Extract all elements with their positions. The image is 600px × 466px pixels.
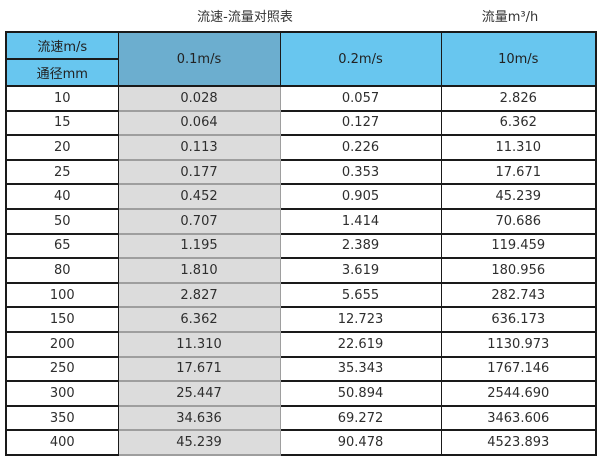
header-col-0-1ms: 0.1m/s <box>117 31 281 87</box>
cell-flow-0-1ms: 1.810 <box>117 257 281 284</box>
cell-flow-10ms: 2.826 <box>440 85 597 112</box>
cell-flow-10ms: 636.173 <box>440 306 597 333</box>
header-col-0-2ms: 0.2m/s <box>279 31 442 87</box>
caption-row: 流速-流量对照表 流量m³/h <box>0 0 600 31</box>
cell-flow-0-2ms: 0.226 <box>279 134 442 161</box>
cell-flow-0-2ms: 1.414 <box>279 207 442 235</box>
cell-diameter: 400 <box>5 429 119 456</box>
cell-flow-0-1ms: 6.362 <box>117 306 281 333</box>
cell-flow-0-2ms: 90.478 <box>279 429 442 456</box>
cell-diameter: 25 <box>5 158 119 186</box>
cell-flow-10ms: 3463.606 <box>440 404 597 432</box>
cell-flow-0-1ms: 0.028 <box>117 85 281 112</box>
flow-unit-title: 流量m³/h <box>481 10 539 25</box>
cell-flow-10ms: 282.743 <box>440 281 597 309</box>
cell-flow-0-1ms: 0.707 <box>117 207 281 235</box>
table-row: 200 11.310 22.619 1130.973 <box>5 330 597 358</box>
table-row: 300 25.447 50.894 2544.690 <box>5 380 597 407</box>
cell-flow-0-2ms: 3.619 <box>279 257 442 284</box>
cell-flow-0-1ms: 1.195 <box>117 232 281 260</box>
cell-diameter: 80 <box>5 257 119 284</box>
cell-flow-0-1ms: 34.636 <box>117 404 281 432</box>
cell-flow-0-1ms: 0.064 <box>117 109 281 137</box>
cell-flow-0-2ms: 0.905 <box>279 183 442 210</box>
cell-diameter: 20 <box>5 134 119 161</box>
header-col-10ms: 10m/s <box>440 31 597 87</box>
cell-flow-0-1ms: 25.447 <box>117 380 281 407</box>
cell-diameter: 15 <box>5 109 119 137</box>
table-row: 65 1.195 2.389 119.459 <box>5 232 597 260</box>
header-diameter-label: 通径mm <box>5 58 119 87</box>
cell-flow-10ms: 6.362 <box>440 109 597 137</box>
cell-diameter: 300 <box>5 380 119 407</box>
cell-flow-10ms: 17.671 <box>440 158 597 186</box>
cell-diameter: 350 <box>5 404 119 432</box>
cell-flow-10ms: 45.239 <box>440 183 597 210</box>
cell-flow-0-2ms: 0.127 <box>279 109 442 137</box>
cell-flow-10ms: 180.956 <box>440 257 597 284</box>
cell-flow-0-1ms: 2.827 <box>117 281 281 309</box>
table-row: 50 0.707 1.414 70.686 <box>5 207 597 235</box>
header-velocity-label: 流速m/s <box>5 31 119 60</box>
table-row: 100 2.827 5.655 282.743 <box>5 281 597 309</box>
cell-diameter: 65 <box>5 232 119 260</box>
table-header: 流速m/s 0.1m/s 0.2m/s 10m/s 通径mm <box>5 31 597 87</box>
cell-flow-0-2ms: 35.343 <box>279 355 442 383</box>
cell-diameter: 50 <box>5 207 119 235</box>
table-title: 流速-流量对照表 <box>197 10 293 25</box>
cell-flow-0-1ms: 0.452 <box>117 183 281 210</box>
cell-flow-0-2ms: 22.619 <box>279 330 442 358</box>
cell-flow-10ms: 1130.973 <box>440 330 597 358</box>
cell-flow-0-2ms: 0.353 <box>279 158 442 186</box>
cell-diameter: 250 <box>5 355 119 383</box>
cell-flow-0-2ms: 50.894 <box>279 380 442 407</box>
table-body: 10 0.028 0.057 2.826 15 0.064 0.127 6.36… <box>5 85 597 456</box>
table-row: 400 45.239 90.478 4523.893 <box>5 429 597 456</box>
table-row: 10 0.028 0.057 2.826 <box>5 85 597 112</box>
cell-diameter: 100 <box>5 281 119 309</box>
cell-flow-10ms: 119.459 <box>440 232 597 260</box>
table-row: 150 6.362 12.723 636.173 <box>5 306 597 333</box>
cell-flow-10ms: 4523.893 <box>440 429 597 456</box>
cell-flow-0-2ms: 5.655 <box>279 281 442 309</box>
cell-flow-0-2ms: 12.723 <box>279 306 442 333</box>
cell-flow-0-1ms: 45.239 <box>117 429 281 456</box>
cell-diameter: 40 <box>5 183 119 210</box>
cell-flow-10ms: 70.686 <box>440 207 597 235</box>
cell-diameter: 10 <box>5 85 119 112</box>
cell-flow-0-2ms: 2.389 <box>279 232 442 260</box>
cell-flow-0-2ms: 69.272 <box>279 404 442 432</box>
cell-flow-0-1ms: 11.310 <box>117 330 281 358</box>
cell-flow-0-2ms: 0.057 <box>279 85 442 112</box>
table-row: 15 0.064 0.127 6.362 <box>5 109 597 137</box>
cell-flow-0-1ms: 17.671 <box>117 355 281 383</box>
table-row: 40 0.452 0.905 45.239 <box>5 183 597 210</box>
flow-rate-table: 流速m/s 0.1m/s 0.2m/s 10m/s 通径mm 10 0.028 … <box>5 31 597 456</box>
cell-flow-0-1ms: 0.113 <box>117 134 281 161</box>
cell-flow-10ms: 11.310 <box>440 134 597 161</box>
cell-flow-10ms: 1767.146 <box>440 355 597 383</box>
table-row: 350 34.636 69.272 3463.606 <box>5 404 597 432</box>
cell-diameter: 200 <box>5 330 119 358</box>
cell-flow-10ms: 2544.690 <box>440 380 597 407</box>
table-row: 25 0.177 0.353 17.671 <box>5 158 597 186</box>
cell-flow-0-1ms: 0.177 <box>117 158 281 186</box>
cell-diameter: 150 <box>5 306 119 333</box>
table-row: 250 17.671 35.343 1767.146 <box>5 355 597 383</box>
table-row: 20 0.113 0.226 11.310 <box>5 134 597 161</box>
table-row: 80 1.810 3.619 180.956 <box>5 257 597 284</box>
